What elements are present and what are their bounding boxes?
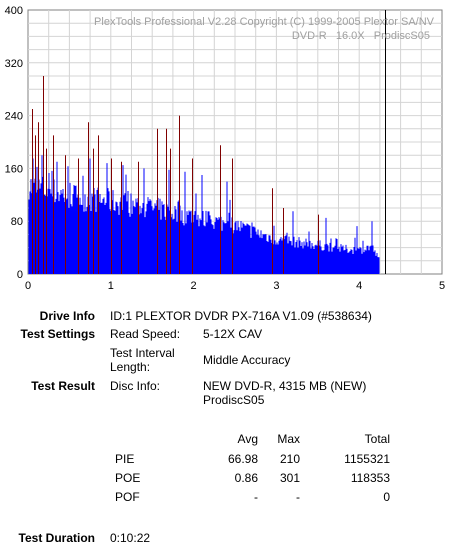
row-total: 0 <box>383 490 390 504</box>
row-avg: 66.98 <box>227 452 258 466</box>
row-name: POF <box>115 490 140 504</box>
row-max: - <box>296 490 300 504</box>
row-max: 210 <box>279 452 300 466</box>
interval-value: Middle Accuracy <box>203 353 291 367</box>
x-tick-label: 4 <box>356 280 362 292</box>
row-total: 1155321 <box>344 452 390 466</box>
col-total-header: Total <box>364 432 390 446</box>
test-duration-label: Test Duration <box>18 531 95 545</box>
watermark-line-2: DVD-R 16.0X ProdiscS05 <box>292 30 430 42</box>
col-max-header: Max <box>277 432 300 446</box>
read-speed-value: 5-12X CAV <box>203 327 263 341</box>
y-tick-label: 160 <box>5 163 23 175</box>
x-tick-label: 2 <box>191 280 197 292</box>
drive-info-value: ID:1 PLEXTOR DVDR PX-716A V1.09 (#538634… <box>110 309 372 323</box>
x-tick-label: 1 <box>108 280 114 292</box>
y-tick-label: 80 <box>11 216 23 228</box>
x-tick-label: 5 <box>439 280 445 292</box>
col-avg-header: Avg <box>237 432 258 446</box>
drive-info-label: Drive Info <box>39 309 95 323</box>
y-tick-label: 400 <box>5 5 23 17</box>
y-tick-label: 0 <box>17 269 23 281</box>
row-max: 301 <box>279 471 300 485</box>
x-tick-labels: 0 1 2 3 4 5 <box>25 280 445 292</box>
poe-series <box>32 76 319 274</box>
test-settings-label: Test Settings <box>20 327 95 341</box>
y-tick-label: 320 <box>5 58 23 70</box>
row-total: 118353 <box>350 471 390 485</box>
disc-info-label: Disc Info: <box>110 379 161 393</box>
row-avg: - <box>254 490 258 504</box>
watermark-line-1: PlexTools Professional V2.28 Copyright (… <box>94 16 435 28</box>
pie-series <box>28 155 380 274</box>
row-avg: 0.86 <box>234 471 258 485</box>
x-tick-label: 3 <box>273 280 279 292</box>
interval-label-1: Test Interval <box>110 346 175 360</box>
interval-label-2: Length: <box>110 360 151 374</box>
pi-error-chart: PlexTools Professional V2.28 Copyright (… <box>5 5 445 292</box>
y-tick-label: 240 <box>5 111 23 123</box>
test-duration-value: 0:10:22 <box>110 531 151 545</box>
y-tick-labels: 0 80 160 240 320 400 <box>5 5 23 281</box>
test-result-label: Test Result <box>31 379 95 393</box>
read-speed-label: Read Speed: <box>110 327 181 341</box>
disc-info-value-2: ProdiscS05 <box>203 393 265 407</box>
row-name: PIE <box>115 452 135 466</box>
disc-info-value-1: NEW DVD-R, 4315 MB (NEW) <box>203 379 367 393</box>
row-name: POE <box>115 471 141 485</box>
x-tick-label: 0 <box>25 280 31 292</box>
